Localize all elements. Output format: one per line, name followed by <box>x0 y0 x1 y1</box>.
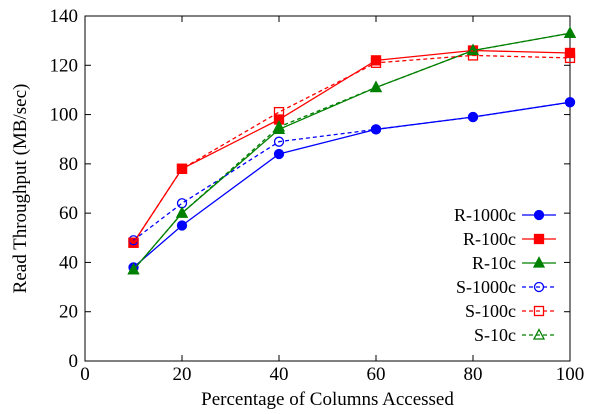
data-point <box>369 80 383 93</box>
data-point <box>273 148 285 160</box>
y-tick-label: 120 <box>50 55 79 76</box>
series-line <box>132 54 571 244</box>
legend-entry: S-100c <box>465 301 556 321</box>
y-tick-label: 0 <box>69 351 79 372</box>
x-tick-label: 20 <box>173 364 192 385</box>
data-point <box>564 97 576 108</box>
plot-frame <box>84 15 571 362</box>
y-tick-label: 60 <box>59 203 78 224</box>
series-s-1000c <box>128 97 576 246</box>
data-point <box>175 206 189 218</box>
y-tick-label: 140 <box>50 6 79 27</box>
data-point <box>273 106 285 118</box>
y-tick-label: 80 <box>59 154 78 175</box>
series-layer <box>127 26 577 275</box>
y-axis-label: Read Throughput (MB/sec) <box>10 84 31 294</box>
data-point <box>128 237 139 248</box>
data-point <box>370 57 382 68</box>
x-axis-label: Percentage of Columns Accessed <box>201 389 454 410</box>
data-point <box>467 50 479 61</box>
legend-label: S-10c <box>474 325 516 345</box>
x-tick-label: 0 <box>80 364 90 385</box>
data-point <box>127 262 140 275</box>
legend-entry: R-100c <box>463 229 556 249</box>
legend-label: R-10c <box>472 253 516 273</box>
data-point <box>467 111 479 123</box>
data-point <box>273 136 285 147</box>
legend-label: R-100c <box>463 229 516 249</box>
data-point <box>176 163 188 174</box>
legend-marker <box>532 256 546 268</box>
data-point <box>563 26 577 38</box>
data-point <box>563 26 577 38</box>
legend-label: S-100c <box>465 301 516 321</box>
legend-label: S-1000c <box>456 277 516 297</box>
legend-marker <box>533 233 545 245</box>
x-tick-label: 40 <box>270 364 289 385</box>
data-point <box>175 206 189 218</box>
data-point <box>272 119 286 132</box>
legend-marker <box>533 281 545 293</box>
y-tick-label: 20 <box>59 302 78 323</box>
series-s-100c <box>128 50 576 248</box>
legend-entry: R-1000c <box>454 205 556 225</box>
legend-marker <box>533 209 545 221</box>
legend-marker <box>532 328 546 340</box>
legend-marker <box>533 305 545 317</box>
legend-entry: R-10c <box>472 253 556 273</box>
data-point <box>564 52 576 64</box>
axes: 0 20 40 60 80 100 0 20 40 60 80 100 120 140 <box>50 6 585 385</box>
x-tick-label: 80 <box>464 364 483 385</box>
y-tick-label: 100 <box>50 105 79 126</box>
y-tick-label: 40 <box>59 252 78 273</box>
x-tick-label: 60 <box>367 364 386 385</box>
data-point <box>466 43 480 56</box>
x-tick-label: 100 <box>556 364 585 385</box>
series-line <box>133 101 571 241</box>
series-s-10c <box>127 26 577 275</box>
data-point <box>176 163 188 174</box>
legend-entry: S-10c <box>474 325 556 345</box>
series-line <box>133 32 571 271</box>
data-point <box>370 124 382 135</box>
legend-label: R-1000c <box>454 205 516 225</box>
legend-entry: S-1000c <box>456 277 556 297</box>
data-point <box>176 220 188 231</box>
legend: R-1000c R-100c R-10c S-1000c S-100c S-10c <box>454 205 556 345</box>
